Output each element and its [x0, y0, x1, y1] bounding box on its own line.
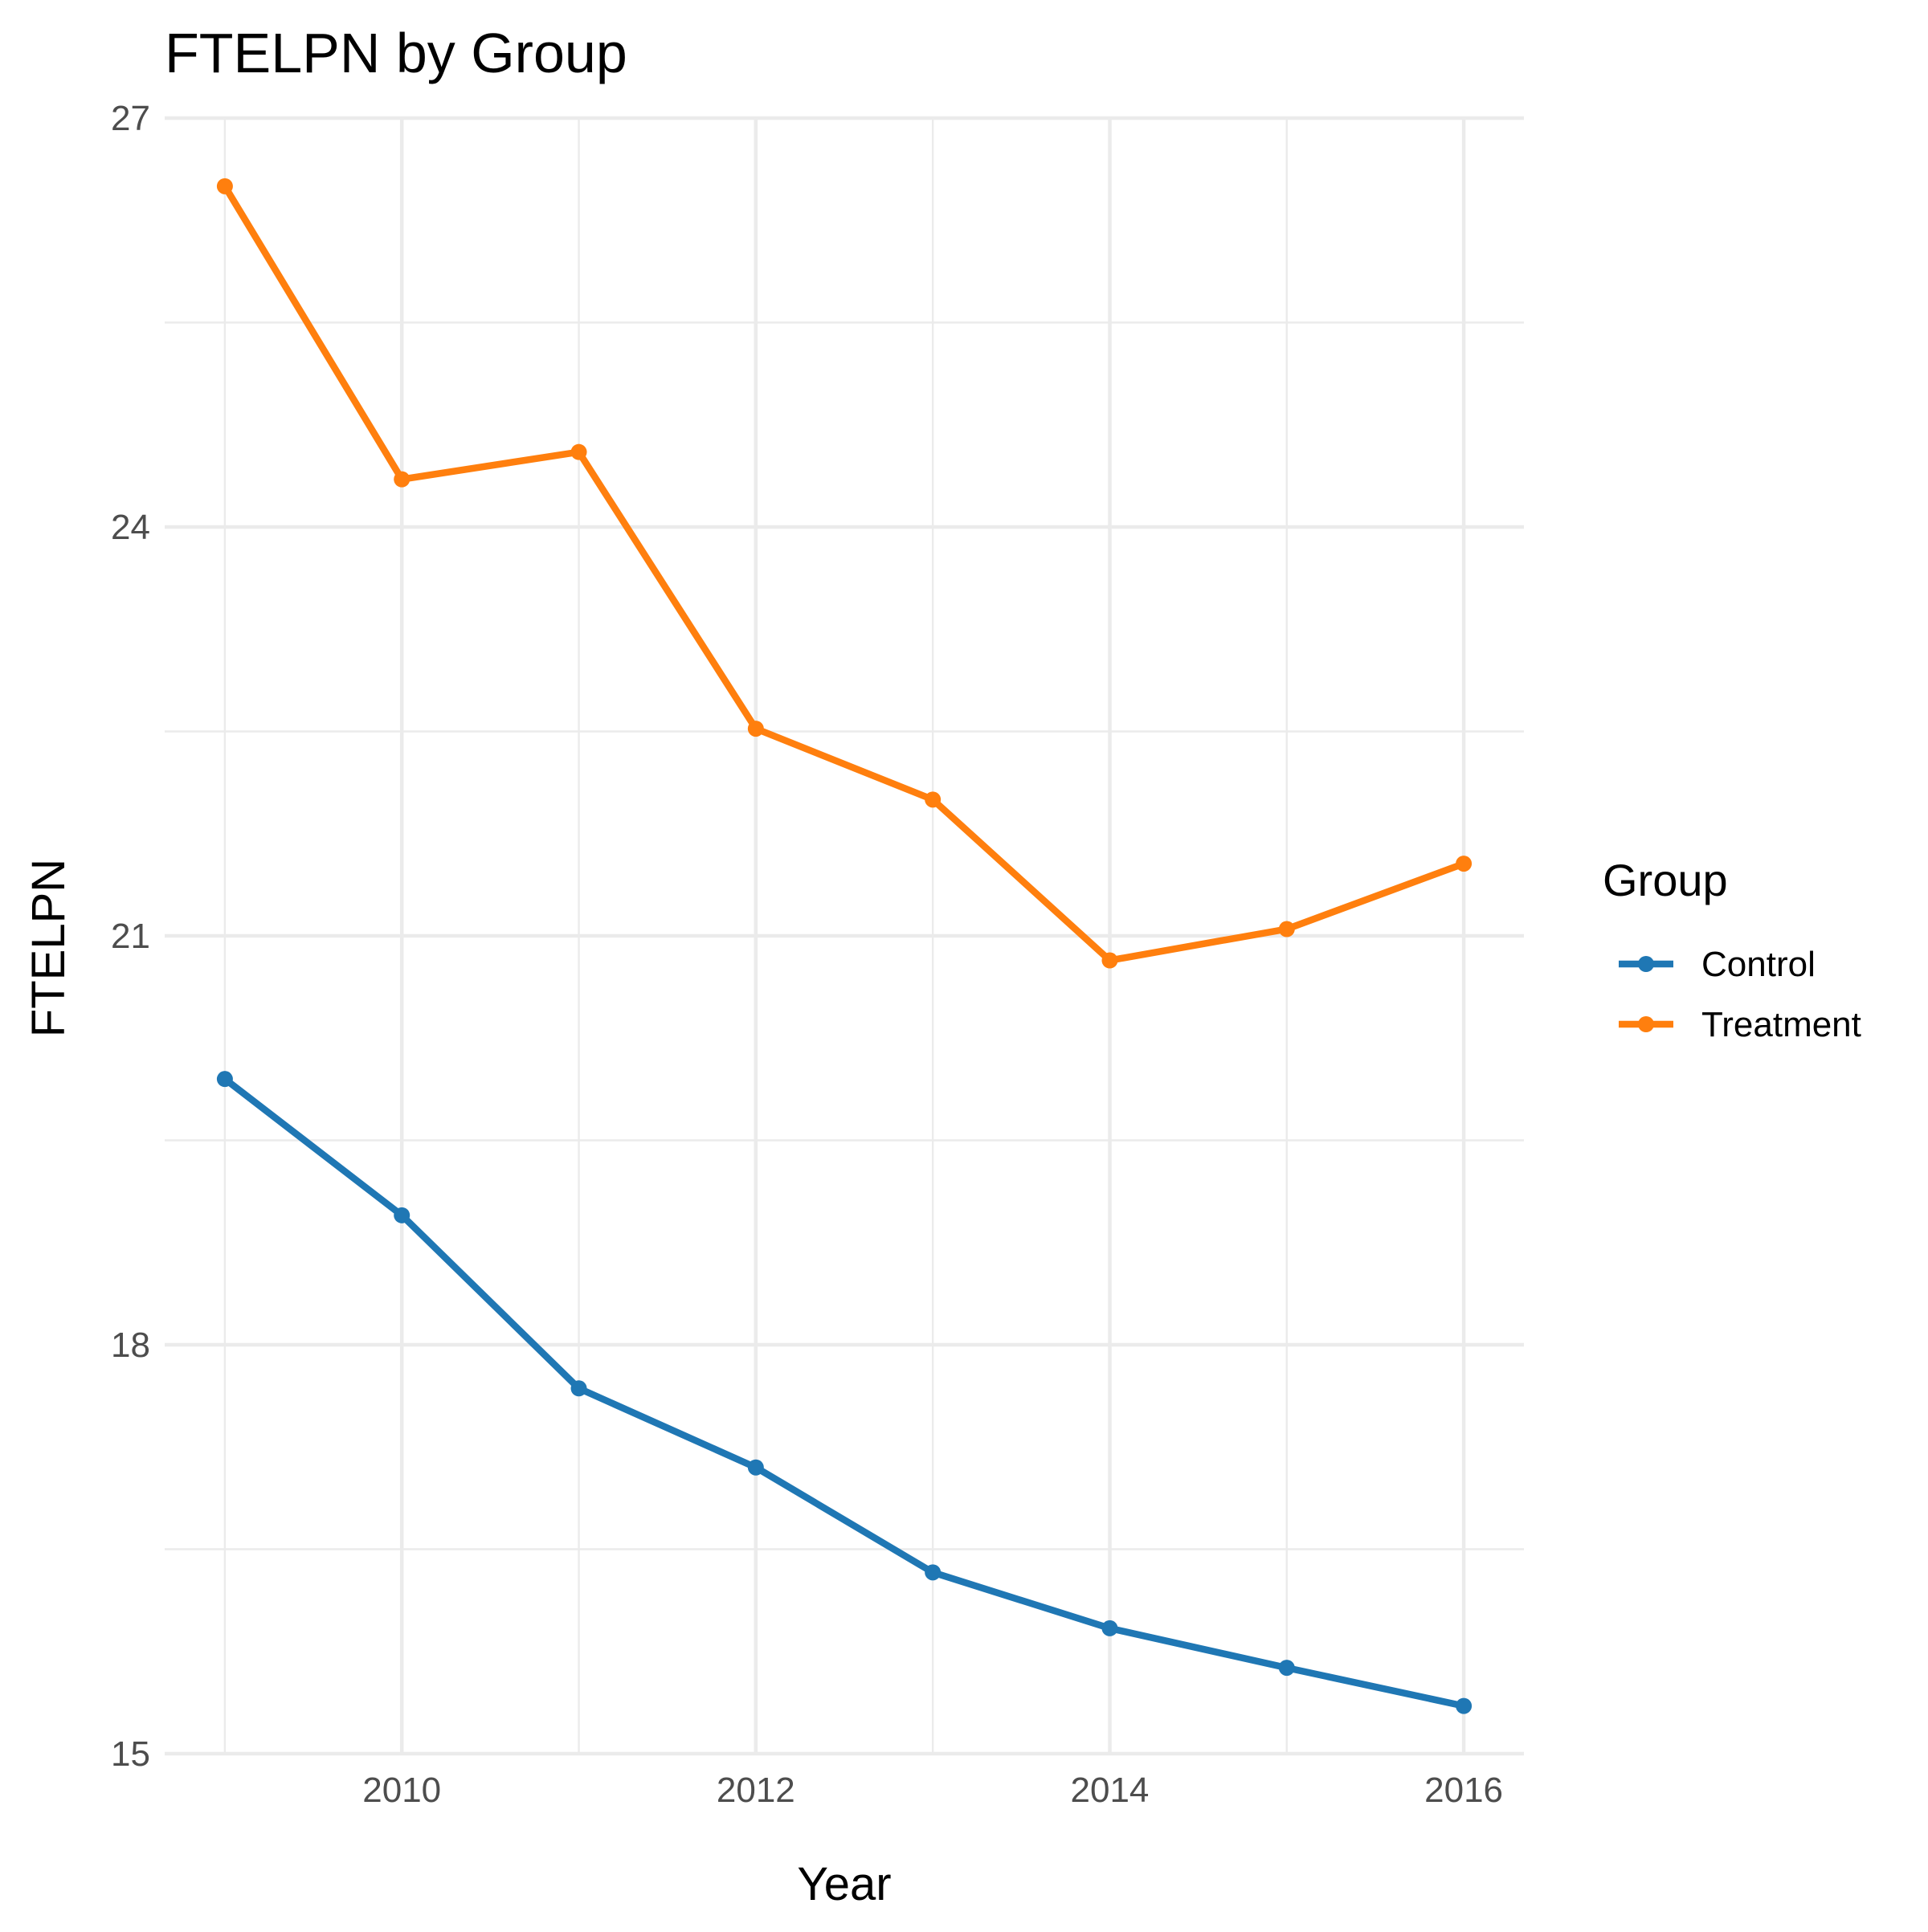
series-lines [216, 178, 1473, 1714]
legend-title: Group [1603, 855, 1728, 905]
y-axis-title: FTELPN [22, 859, 75, 1037]
series-line-treatment [222, 184, 1465, 964]
legend-item-treatment: Treatment [1619, 1005, 1861, 1044]
y-tick-label: 15 [111, 1734, 150, 1774]
x-axis-title: Year [797, 1858, 891, 1910]
data-point-control [394, 1207, 411, 1223]
data-point-treatment [1278, 921, 1295, 937]
series-treatment [216, 178, 1473, 969]
data-point-treatment [216, 178, 233, 194]
data-point-control [216, 1071, 233, 1088]
series-line-control [223, 1076, 1464, 1709]
y-tick-label: 24 [111, 508, 150, 547]
series-control [216, 1071, 1473, 1714]
data-point-treatment [1101, 952, 1118, 969]
chart-title: FTELPN by Group [165, 22, 627, 84]
y-tick-label: 27 [111, 99, 150, 138]
grid [165, 116, 1524, 1756]
legend-label: Treatment [1701, 1005, 1861, 1044]
x-tick-label: 2016 [1424, 1771, 1503, 1810]
legend-key-point [1638, 956, 1654, 972]
x-axis-ticks: 2010 2012 2014 2016 [362, 1771, 1503, 1810]
y-tick-label: 18 [111, 1325, 150, 1365]
data-point-control [570, 1380, 587, 1397]
data-point-treatment [925, 791, 942, 808]
x-tick-label: 2014 [1071, 1771, 1150, 1810]
data-point-control [747, 1459, 764, 1476]
legend-items: Control Treatment [1619, 945, 1861, 1044]
data-point-treatment [394, 471, 411, 488]
x-tick-label: 2010 [362, 1771, 441, 1810]
data-point-control [1456, 1697, 1473, 1714]
data-point-treatment [570, 443, 587, 460]
data-point-control [1101, 1620, 1118, 1636]
y-tick-label: 21 [111, 917, 150, 956]
legend: Group Control Treatment [1603, 855, 1861, 1044]
x-tick-label: 2012 [717, 1771, 795, 1810]
legend-key-point [1638, 1016, 1654, 1032]
data-point-treatment [1456, 856, 1473, 872]
data-point-control [1278, 1660, 1295, 1677]
data-point-treatment [747, 721, 764, 737]
data-point-control [925, 1564, 942, 1581]
legend-item-control: Control [1619, 945, 1816, 984]
y-axis-ticks: 15 18 21 24 27 [111, 99, 150, 1774]
legend-label: Control [1701, 945, 1816, 984]
